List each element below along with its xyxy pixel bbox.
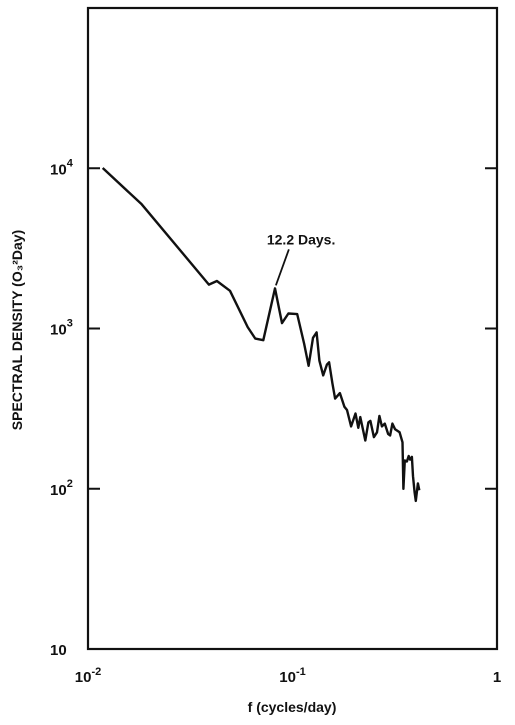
- spectral-density-line: [101, 167, 421, 503]
- y-tick-exponent: 4: [67, 157, 74, 169]
- x-tick-base: 1: [493, 669, 501, 686]
- y-tick-label: 102: [50, 478, 73, 499]
- y-tick-base: 10: [50, 642, 67, 659]
- annotation-leader-line: [275, 249, 290, 286]
- annotation-12-2-days: 12.2 Days.: [267, 231, 336, 247]
- x-tick-exponent: -2: [91, 666, 101, 678]
- y-tick-exponent: 3: [67, 318, 73, 330]
- y-tick-label: 103: [50, 318, 73, 339]
- y-tick-label: 104: [50, 157, 74, 178]
- x-tick-base: 10: [75, 669, 92, 686]
- plot-frame: [86, 6, 499, 651]
- y-tick-label: 10: [50, 642, 67, 659]
- x-tick-exponent: -1: [296, 666, 306, 678]
- y-tick-base: 10: [50, 482, 67, 499]
- y-axis-label: SPECTRAL DENSITY (O₃²Day): [9, 230, 25, 430]
- x-tick-label: 10-2: [75, 666, 101, 686]
- y-tick-base: 10: [50, 161, 67, 178]
- x-tick-base: 10: [279, 669, 296, 686]
- x-axis-label: f (cycles/day): [248, 699, 337, 715]
- x-tick-labels: 10-2 10-1 1: [75, 666, 501, 686]
- x-tick-label: 1: [493, 669, 501, 686]
- x-tick-label: 10-1: [279, 666, 305, 686]
- axis-ticks: [88, 167, 497, 650]
- y-tick-base: 10: [50, 322, 67, 339]
- y-tick-exponent: 2: [67, 478, 73, 490]
